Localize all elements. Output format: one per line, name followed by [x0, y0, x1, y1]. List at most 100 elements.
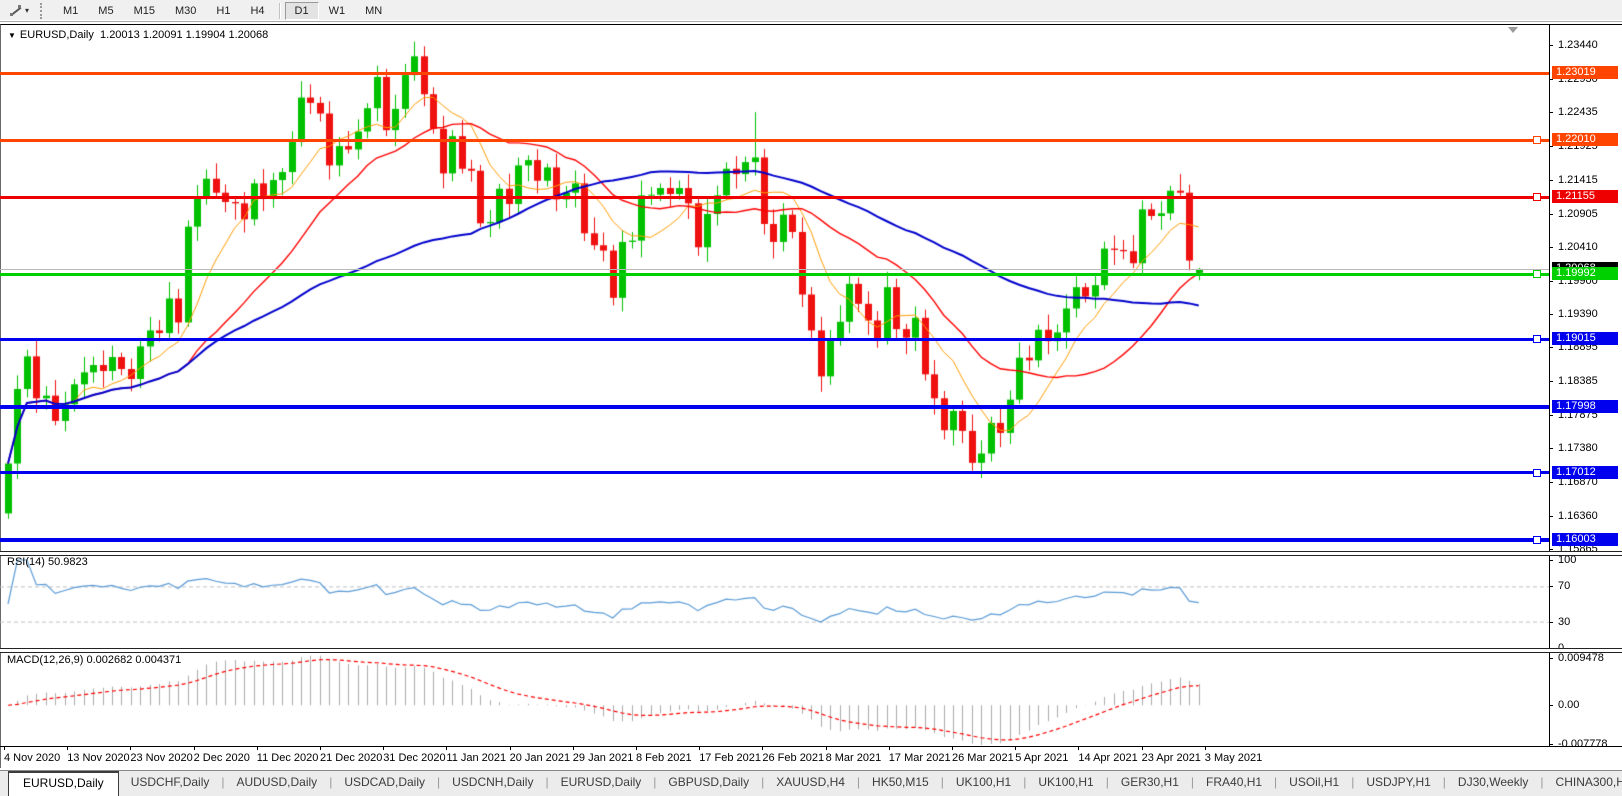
chart-tab[interactable]: HK50,M15 — [872, 775, 929, 789]
date-axis-tick — [383, 746, 385, 750]
tab-separator: | — [653, 775, 657, 789]
pane-splitter-rsi[interactable] — [0, 551, 1622, 556]
horizontal-level-line[interactable] — [0, 136, 1549, 145]
timeframe-button-d1[interactable]: D1 — [284, 1, 319, 20]
draw-tools-button[interactable]: ▾ — [4, 1, 34, 20]
timeframe-button-m15[interactable]: M15 — [133, 4, 155, 17]
date-axis-label: 20 Jan 2021 — [509, 752, 571, 764]
chart-tab[interactable]: USDJPY,H1 — [1366, 775, 1431, 789]
rsi-label: RSI(14) 50.9823 — [7, 556, 88, 568]
chart-shift-marker[interactable] — [1508, 27, 1518, 33]
tab-separator: | — [1351, 775, 1355, 789]
horizontal-level-line[interactable] — [0, 71, 1549, 75]
date-axis-label: 17 Feb 2021 — [699, 752, 761, 764]
timeframe-button-m1[interactable]: M1 — [63, 4, 79, 17]
price-axis-label: 1.23440 — [1558, 39, 1598, 51]
chart-tab[interactable]: GER30,H1 — [1120, 775, 1179, 789]
level-price-tag: 1.22010 — [1552, 133, 1618, 147]
chart-tab[interactable]: USOil,H1 — [1289, 775, 1340, 789]
tab-separator: | — [1190, 775, 1195, 789]
line-handle[interactable] — [1533, 136, 1541, 145]
timeframe-button-m5[interactable]: M5 — [98, 4, 114, 17]
date-axis-tick — [572, 746, 574, 750]
date-axis-tick — [446, 746, 448, 750]
chart-tab[interactable]: DJ30,Weekly — [1457, 775, 1529, 789]
tab-separator: | — [1442, 775, 1446, 789]
draw-tools-icon — [9, 4, 22, 17]
chart-tab[interactable]: USDCNH,Daily — [452, 775, 534, 789]
chart-tab[interactable]: FRA40,H1 — [1206, 775, 1263, 789]
ohlc-close: 1.20068 — [228, 29, 269, 41]
ohlc-open: 1.20013 — [100, 29, 140, 41]
horizontal-level-line[interactable] — [0, 535, 1549, 544]
line-handle[interactable] — [1533, 535, 1541, 544]
date-axis-label: 17 Mar 2021 — [888, 752, 951, 764]
horizontal-level-line[interactable] — [0, 335, 1549, 344]
tab-separator: | — [940, 775, 944, 789]
date-axis-tick — [509, 746, 511, 750]
date-axis-label: 26 Mar 2021 — [952, 752, 1014, 764]
price-axis-tick — [1549, 482, 1553, 484]
timeframe-button-mn[interactable]: MN — [365, 4, 383, 17]
line-handle[interactable] — [1533, 270, 1541, 279]
chart-tab[interactable]: EURUSD,Daily — [8, 771, 119, 796]
timeframe-button-h1[interactable]: H1 — [216, 4, 231, 17]
macd-axis-tick — [1549, 744, 1553, 745]
price-axis-tick — [1549, 448, 1553, 450]
line-handle[interactable] — [1533, 193, 1541, 202]
macd-axis-tick — [1549, 705, 1553, 707]
tab-separator: | — [856, 775, 861, 789]
date-axis-tick — [952, 746, 953, 750]
chart-tab[interactable]: UK100,H1 — [1038, 775, 1094, 789]
collapse-arrow-icon: ▼ — [8, 31, 16, 40]
macd-label: MACD(12,26,9) 0.002682 0.004371 — [7, 654, 182, 666]
chart-tab[interactable]: XAUUSD,H4 — [776, 775, 845, 789]
price-axis-tick — [1549, 280, 1553, 282]
macd-axis-label: 0.00 — [1558, 699, 1580, 712]
rsi-axis-tick — [1549, 621, 1553, 623]
date-axis-label: 23 Nov 2020 — [130, 752, 193, 764]
chart-tab[interactable]: USDCAD,Daily — [344, 775, 425, 789]
date-axis-label: 26 Feb 2021 — [762, 752, 825, 764]
line-handle[interactable] — [1533, 335, 1541, 344]
price-axis-tick — [1549, 213, 1553, 215]
tab-separator: | — [545, 775, 549, 789]
price-axis-tick — [1549, 314, 1553, 316]
rsi-axis-tick — [1549, 560, 1553, 561]
line-handle[interactable] — [1533, 468, 1541, 477]
chart-title: ▼ EURUSD,Daily 1.20013 1.20091 1.19904 1.… — [8, 29, 268, 41]
tab-separator: | — [437, 775, 441, 789]
chart-tab[interactable]: GBPUSD,Daily — [668, 775, 750, 789]
tab-separator: | — [1274, 775, 1278, 789]
level-price-tag: 1.23019 — [1552, 66, 1618, 79]
horizontal-level-line[interactable] — [0, 270, 1549, 279]
horizontal-level-line[interactable] — [0, 193, 1549, 202]
chart-tab[interactable]: CHINA300,H1 — [1555, 775, 1622, 789]
price-axis-tick — [1549, 145, 1553, 147]
timeframe-button-h4[interactable]: H4 — [250, 4, 265, 17]
date-axis-tick — [762, 746, 764, 750]
price-axis-label: 1.17380 — [1558, 442, 1598, 455]
chart-tab[interactable]: UK100,H1 — [955, 775, 1012, 789]
tab-separator: | — [1023, 775, 1027, 789]
chart-tab[interactable]: USDCHF,Daily — [130, 775, 210, 789]
horizontal-level-line[interactable] — [0, 468, 1549, 477]
price-axis-label: 1.16360 — [1558, 510, 1598, 523]
pane-splitter-macd[interactable] — [0, 648, 1622, 653]
date-axis-label: 11 Dec 2020 — [256, 752, 319, 764]
toolbar-grip[interactable] — [40, 2, 45, 19]
tab-separator: | — [1105, 775, 1109, 789]
price-chart-canvas[interactable] — [0, 24, 1549, 746]
price-axis-tick — [1549, 549, 1553, 550]
date-axis-tick — [888, 746, 890, 750]
chart-tab[interactable]: AUDUSD,Daily — [236, 775, 318, 789]
timeframe-button-w1[interactable]: W1 — [328, 4, 346, 17]
level-price-tag: 1.16003 — [1552, 532, 1618, 546]
horizontal-level-line[interactable] — [0, 405, 1549, 410]
date-axis-tick — [699, 746, 701, 750]
date-axis-label: 8 Feb 2021 — [636, 752, 692, 764]
chart-tab[interactable]: EURUSD,Daily — [560, 775, 642, 789]
timeframe-button-m30[interactable]: M30 — [174, 4, 197, 17]
date-axis-tick — [4, 746, 5, 750]
dropdown-caret-icon: ▾ — [25, 6, 30, 15]
